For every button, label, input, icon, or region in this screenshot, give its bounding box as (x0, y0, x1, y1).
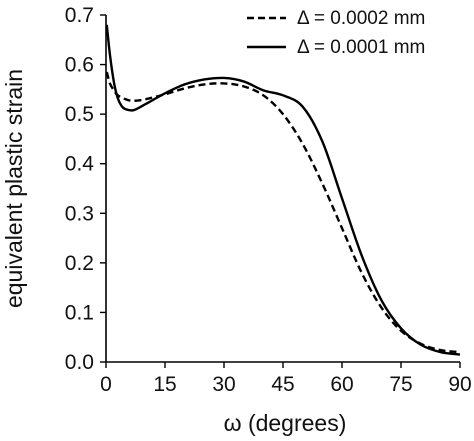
y-tick-label: 0.6 (65, 54, 94, 77)
x-axis-title: ω (degrees) (224, 410, 347, 436)
x-tick-label: 0 (100, 373, 112, 396)
y-tick-label: 0.0 (65, 351, 94, 374)
x-tick-label: 75 (389, 373, 412, 396)
legend-label: Δ = 0.0001 mm (297, 37, 425, 58)
series-line-dashed (105, 71, 461, 354)
y-tick-label: 0.7 (65, 4, 94, 27)
x-tick-label: 45 (271, 373, 294, 396)
x-tick-label: 15 (153, 373, 176, 396)
y-axis-title: equivalent plastic strain (1, 69, 27, 308)
y-tick-label: 0.4 (65, 153, 95, 176)
y-tick-label: 0.1 (65, 301, 94, 324)
x-tick-label: 90 (448, 373, 471, 396)
axis-labels: ω (degrees) equivalent plastic strain (1, 69, 346, 436)
x-tick-label: 60 (330, 373, 353, 396)
legend-label: Δ = 0.0002 mm (297, 8, 425, 29)
axes: 0 15 30 45 60 75 90 0.0 0.1 0.2 0.3 0.4 0.5 0.6 0.7 (65, 4, 472, 396)
x-tick-label: 30 (212, 373, 235, 396)
y-tick-label: 0.2 (65, 252, 94, 275)
legend: Δ = 0.0002 mm Δ = 0.0001 mm (247, 8, 425, 58)
plot-area (105, 24, 461, 356)
y-tick-label: 0.3 (65, 202, 94, 225)
series-line-solid (105, 24, 461, 356)
y-tick-label: 0.5 (65, 103, 94, 126)
